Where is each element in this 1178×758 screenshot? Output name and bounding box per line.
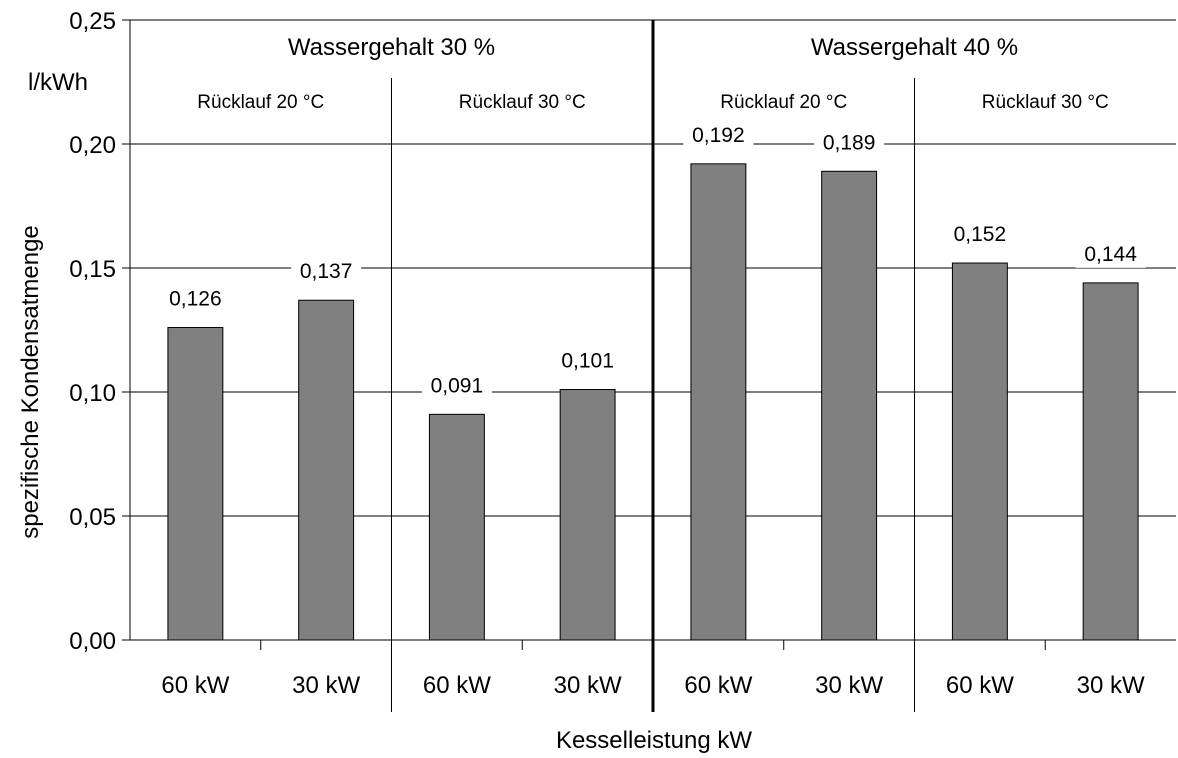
x-axis-title: Kesselleistung kW — [556, 727, 752, 754]
labels: Wassergehalt 30 % Rücklauf 20 °C 0,126 0,13… — [160, 34, 1146, 400]
x-tick-label: 30 kW — [292, 672, 360, 699]
y-axis-title: spezifische Kondensatmenge — [17, 225, 44, 539]
y-tick-label: 0,00 — [69, 628, 116, 655]
value-label: 0,101 — [561, 350, 614, 373]
value-label-bg — [814, 129, 885, 157]
bar — [821, 170, 878, 641]
value-label-bg — [291, 258, 362, 286]
value-label: 0,126 — [169, 288, 222, 311]
bar — [298, 299, 355, 641]
value-label-bg — [683, 121, 754, 149]
subgroup-title: Rücklauf 30 °C — [982, 92, 1109, 113]
x-tick-label: 30 kW — [554, 672, 622, 699]
value-label-bg — [421, 372, 492, 400]
value-label: 0,091 — [431, 374, 484, 397]
x-tick-label: 60 kW — [423, 672, 491, 699]
x-tick-label: 60 kW — [946, 672, 1014, 699]
x-tick-label: 30 kW — [815, 672, 883, 699]
group-title: Wassergehalt 40 % — [811, 34, 1018, 61]
value-label-bg — [1075, 240, 1146, 268]
group-title: Wassergehalt 30 % — [288, 34, 495, 61]
value-label-bg — [944, 221, 1015, 249]
value-label: 0,152 — [954, 223, 1007, 246]
y-tick-label: 0,25 — [69, 8, 116, 35]
x-tick-label: 60 kW — [684, 672, 752, 699]
axes: 0,00 0,05 0,10 0,15 0,20 0,25 60 kW 30 kW 60 kW 3… — [69, 8, 1176, 699]
bar — [1082, 282, 1139, 641]
value-label: 0,192 — [692, 124, 745, 147]
group-dividers — [391, 20, 915, 712]
y-tick-label: 0,20 — [69, 132, 116, 159]
bars — [167, 163, 1139, 641]
value-label: 0,137 — [300, 260, 353, 283]
subgroup-title: Rücklauf 20 °C — [197, 92, 324, 113]
y-tick-label: 0,15 — [69, 256, 116, 283]
y-tick-label: 0,10 — [69, 380, 116, 407]
subgroup-title: Rücklauf 30 °C — [459, 92, 586, 113]
value-label: 0,189 — [823, 131, 876, 154]
bar — [167, 327, 224, 641]
x-tick-label: 30 kW — [1077, 672, 1145, 699]
x-tick-label: 60 kW — [161, 672, 229, 699]
value-label: 0,144 — [1084, 243, 1137, 266]
bar — [951, 262, 1008, 641]
y-axis-unit: l/kWh — [28, 69, 88, 96]
value-label-bg — [160, 285, 231, 313]
bar — [428, 413, 485, 641]
value-label-bg — [552, 347, 623, 375]
y-tick-label: 0,05 — [69, 504, 116, 531]
bar — [559, 389, 616, 641]
bar — [690, 163, 747, 641]
subgroup-title: Rücklauf 20 °C — [720, 92, 847, 113]
